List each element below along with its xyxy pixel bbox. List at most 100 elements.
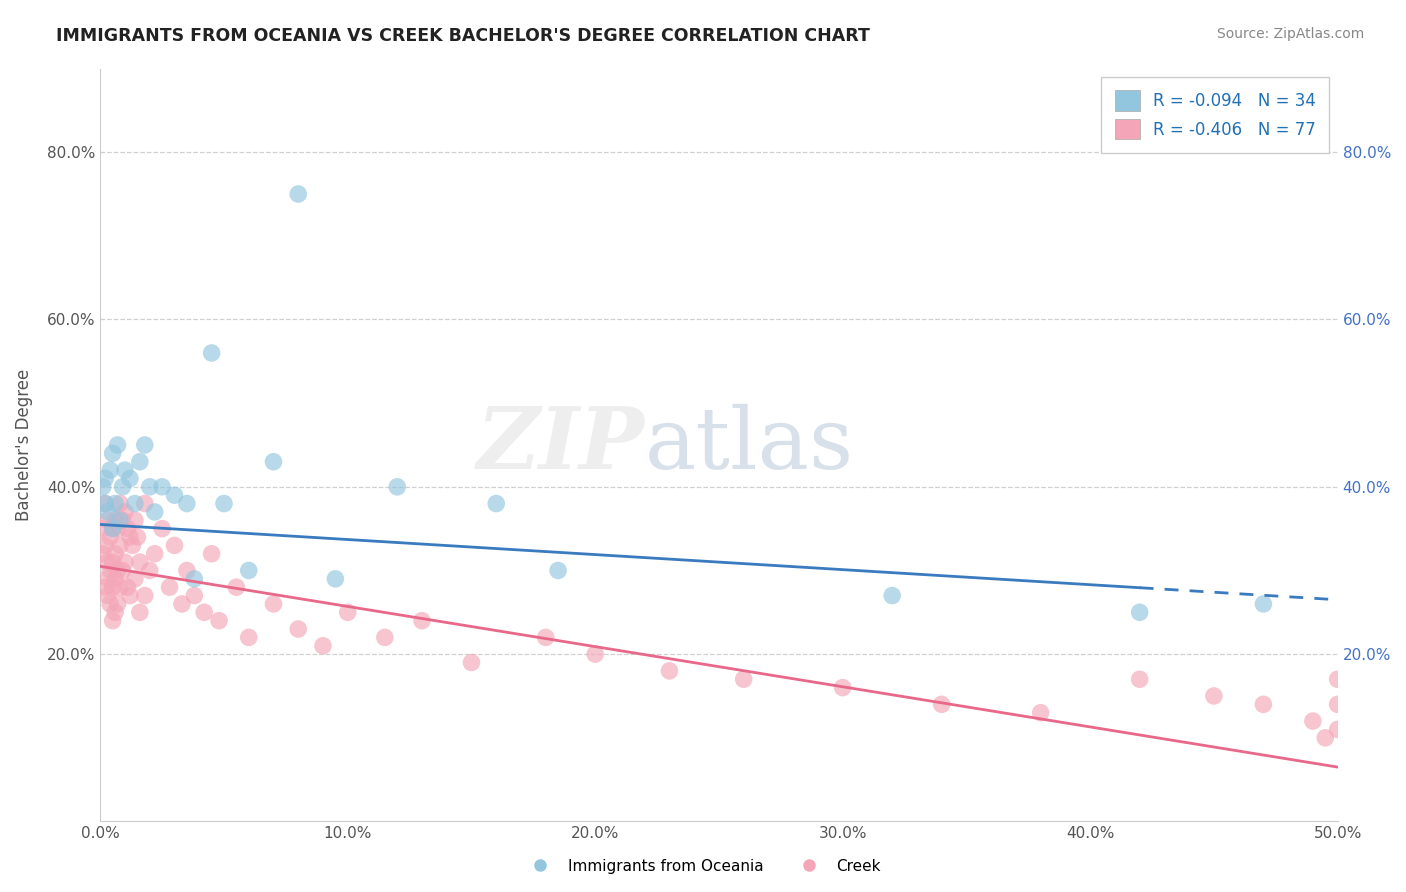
Point <box>97 513 120 527</box>
Point <box>91 522 114 536</box>
Point <box>94 538 117 552</box>
Point <box>118 589 141 603</box>
Point <box>1253 597 1275 611</box>
Legend: Immigrants from Oceania, Creek: Immigrants from Oceania, Creek <box>519 853 887 880</box>
Point <box>208 614 231 628</box>
Text: Source: ZipAtlas.com: Source: ZipAtlas.com <box>1216 27 1364 41</box>
Point <box>263 597 285 611</box>
Point <box>1326 698 1348 712</box>
Point <box>111 564 134 578</box>
Point <box>658 664 681 678</box>
Point <box>134 589 156 603</box>
Point <box>111 480 134 494</box>
Point <box>107 564 129 578</box>
Point <box>107 438 129 452</box>
Point <box>139 480 162 494</box>
Point <box>128 555 150 569</box>
Point <box>104 547 127 561</box>
Point <box>124 572 146 586</box>
Point <box>139 564 162 578</box>
Point <box>238 564 260 578</box>
Point <box>1029 706 1052 720</box>
Point <box>225 580 247 594</box>
Point <box>411 614 433 628</box>
Legend: R = -0.094   N = 34, R = -0.406   N = 77: R = -0.094 N = 34, R = -0.406 N = 77 <box>1101 77 1329 153</box>
Point <box>98 530 121 544</box>
Point <box>124 513 146 527</box>
Point <box>114 555 136 569</box>
Point <box>1326 672 1348 686</box>
Point <box>104 572 127 586</box>
Point <box>94 497 117 511</box>
Point <box>143 505 166 519</box>
Point <box>931 698 953 712</box>
Point <box>287 186 309 201</box>
Point <box>183 572 205 586</box>
Point <box>98 564 121 578</box>
Point <box>108 580 131 594</box>
Point <box>183 589 205 603</box>
Point <box>163 488 186 502</box>
Point <box>159 580 181 594</box>
Point <box>108 513 131 527</box>
Point <box>97 589 120 603</box>
Point <box>94 580 117 594</box>
Point <box>101 522 124 536</box>
Point <box>91 480 114 494</box>
Point <box>98 463 121 477</box>
Point <box>374 631 396 645</box>
Point <box>1129 605 1152 619</box>
Point <box>193 605 215 619</box>
Point <box>150 522 173 536</box>
Point <box>104 605 127 619</box>
Point <box>98 597 121 611</box>
Point <box>170 597 193 611</box>
Point <box>287 622 309 636</box>
Point <box>111 513 134 527</box>
Point <box>312 639 335 653</box>
Point <box>104 497 127 511</box>
Text: ZIP: ZIP <box>477 403 645 487</box>
Point <box>91 547 114 561</box>
Text: IMMIGRANTS FROM OCEANIA VS CREEK BACHELOR'S DEGREE CORRELATION CHART: IMMIGRANTS FROM OCEANIA VS CREEK BACHELO… <box>56 27 870 45</box>
Point <box>117 580 139 594</box>
Point <box>127 530 149 544</box>
Text: atlas: atlas <box>645 403 853 486</box>
Point <box>121 538 143 552</box>
Point <box>831 681 853 695</box>
Point <box>114 505 136 519</box>
Point <box>101 446 124 460</box>
Point <box>101 522 124 536</box>
Point <box>238 631 260 645</box>
Point <box>94 471 117 485</box>
Point <box>97 505 120 519</box>
Point <box>212 497 235 511</box>
Point <box>547 564 569 578</box>
Point <box>263 455 285 469</box>
Point <box>108 538 131 552</box>
Point <box>143 547 166 561</box>
Point <box>104 513 127 527</box>
Point <box>101 555 124 569</box>
Point <box>97 555 120 569</box>
Point <box>118 471 141 485</box>
Point <box>118 530 141 544</box>
Point <box>128 605 150 619</box>
Point <box>1253 698 1275 712</box>
Point <box>201 547 224 561</box>
Point <box>534 631 557 645</box>
Point <box>94 497 117 511</box>
Point <box>97 572 120 586</box>
Point <box>733 672 755 686</box>
Point <box>107 522 129 536</box>
Point <box>882 589 904 603</box>
Point <box>1326 723 1348 737</box>
Point <box>124 497 146 511</box>
Point <box>325 572 347 586</box>
Point <box>108 497 131 511</box>
Point <box>128 455 150 469</box>
Point <box>583 647 606 661</box>
Point <box>150 480 173 494</box>
Point <box>101 580 124 594</box>
Point <box>1315 731 1337 745</box>
